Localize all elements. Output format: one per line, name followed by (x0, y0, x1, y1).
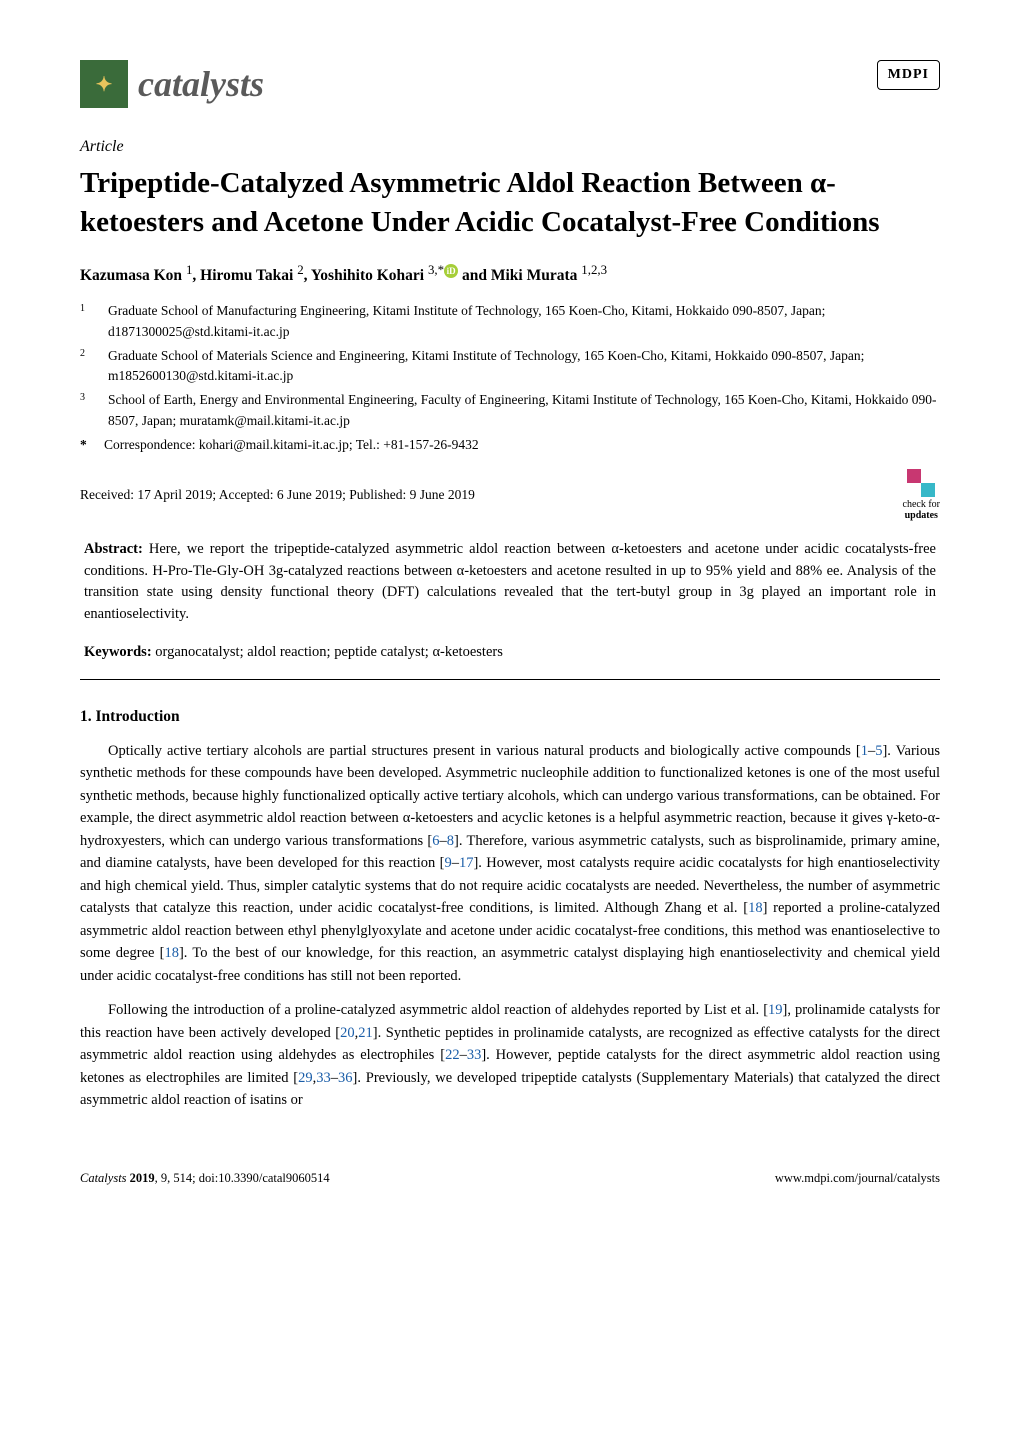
body-paragraph: Following the introduction of a proline-… (80, 999, 940, 1111)
reference-link[interactable]: 8 (447, 833, 454, 849)
footer-journal: Catalysts (80, 1171, 130, 1185)
journal-logo-glyph: ✦ (96, 72, 113, 97)
affil-number: 3 (80, 390, 85, 405)
author-3: , Yoshihito Kohari (304, 267, 428, 284)
reference-link[interactable]: 29 (298, 1070, 313, 1086)
keywords-label: Keywords: (84, 644, 152, 660)
author-3-affil: 3, (428, 262, 438, 277)
para-text: Optically active tertiary alcohols are p… (108, 743, 861, 759)
footer-row: Catalysts 2019, 9, 514; doi:10.3390/cata… (80, 1171, 940, 1186)
reference-link[interactable]: 17 (459, 855, 474, 871)
reference-link[interactable]: 33 (316, 1070, 331, 1086)
abstract-text: Here, we report the tripeptide-catalyzed… (84, 541, 936, 622)
check-updates-badge[interactable]: check for updates (903, 469, 940, 521)
affiliation-item: 3School of Earth, Energy and Environment… (104, 390, 940, 431)
affil-text: Graduate School of Manufacturing Enginee… (108, 303, 825, 338)
para-text: – (331, 1070, 338, 1086)
affil-text: School of Earth, Energy and Environmenta… (108, 392, 937, 427)
correspondence-text: Correspondence: kohari@mail.kitami-it.ac… (104, 437, 479, 452)
reference-link[interactable]: 21 (358, 1025, 373, 1041)
footer-doi: , 9, 514; doi:10.3390/catal9060514 (155, 1171, 330, 1185)
reference-link[interactable]: 18 (164, 945, 179, 961)
publisher-logo: MDPI (877, 60, 940, 90)
author-4: and Miki Murata (458, 267, 581, 284)
journal-logo-block: ✦ catalysts (80, 60, 264, 108)
author-4-affil: 1,2,3 (581, 262, 607, 277)
publication-dates: Received: 17 April 2019; Accepted: 6 Jun… (80, 487, 475, 503)
corresponding-star-icon: * (80, 437, 87, 453)
article-type-label: Article (80, 138, 940, 156)
affil-text: Graduate School of Materials Science and… (108, 348, 864, 383)
keywords-text: organocatalyst; aldol reaction; peptide … (152, 644, 503, 660)
affiliation-item: 2Graduate School of Materials Science an… (104, 346, 940, 387)
reference-link[interactable]: 33 (467, 1047, 482, 1063)
affiliation-item: 1Graduate School of Manufacturing Engine… (104, 301, 940, 342)
authors-line: Kazumasa Kon 1, Hiromu Takai 2, Yoshihit… (80, 262, 940, 285)
check-updates-label-1: check for (903, 499, 940, 510)
reference-link[interactable]: 22 (445, 1047, 460, 1063)
check-updates-label-2: updates (903, 510, 940, 521)
footer-year: 2019 (130, 1171, 155, 1185)
reference-link[interactable]: 6 (432, 833, 439, 849)
author-1: Kazumasa Kon (80, 267, 186, 284)
check-updates-icon (907, 469, 935, 497)
keywords-block: Keywords: organocatalyst; aldol reaction… (80, 644, 940, 661)
reference-link[interactable]: 1 (861, 743, 868, 759)
para-text: ]. To the best of our knowledge, for thi… (80, 945, 940, 983)
affil-number: 1 (80, 301, 85, 316)
affiliations-list: 1 Graduate School of Manufacturing Engine… (80, 301, 940, 431)
section-divider (80, 679, 940, 680)
footer-right-url[interactable]: www.mdpi.com/journal/catalysts (775, 1171, 940, 1186)
reference-link[interactable]: 19 (768, 1002, 783, 1018)
body-paragraph: Optically active tertiary alcohols are p… (80, 740, 940, 987)
header-row: ✦ catalysts MDPI (80, 60, 940, 108)
correspondence-line: * Correspondence: kohari@mail.kitami-it.… (80, 437, 940, 453)
reference-link[interactable]: 36 (338, 1070, 353, 1086)
journal-logo-icon: ✦ (80, 60, 128, 108)
para-text: – (452, 855, 459, 871)
para-text: – (460, 1047, 467, 1063)
reference-link[interactable]: 20 (340, 1025, 355, 1041)
para-text: – (440, 833, 447, 849)
reference-link[interactable]: 9 (444, 855, 451, 871)
dates-row: Received: 17 April 2019; Accepted: 6 Jun… (80, 469, 940, 521)
para-text: Following the introduction of a proline-… (108, 1002, 768, 1018)
section-heading: 1. Introduction (80, 708, 940, 726)
abstract-label: Abstract: (84, 541, 143, 557)
affil-number: 2 (80, 346, 85, 361)
journal-name: catalysts (138, 63, 264, 105)
footer-left: Catalysts 2019, 9, 514; doi:10.3390/cata… (80, 1171, 330, 1186)
abstract-block: Abstract: Here, we report the tripeptide… (80, 539, 940, 626)
article-title: Tripeptide-Catalyzed Asymmetric Aldol Re… (80, 164, 940, 242)
orcid-icon[interactable]: iD (444, 264, 458, 278)
author-2: , Hiromu Takai (192, 267, 297, 284)
reference-link[interactable]: 18 (748, 900, 763, 916)
